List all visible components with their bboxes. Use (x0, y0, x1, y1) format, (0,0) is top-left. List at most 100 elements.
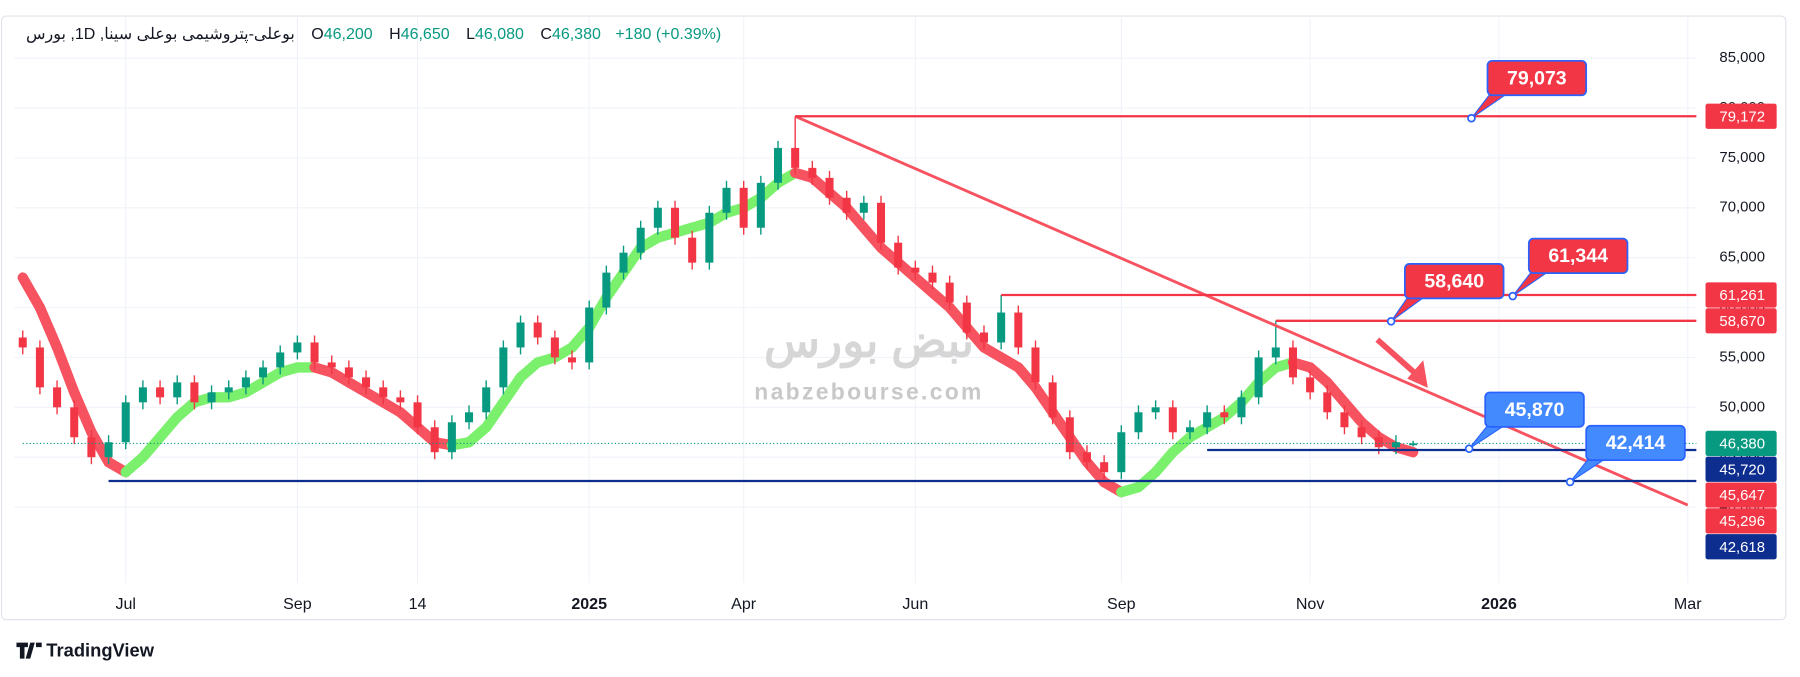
candle-body (1288, 347, 1297, 378)
candle-body (1340, 412, 1349, 428)
candle-body (87, 437, 96, 458)
candle-body (568, 357, 577, 363)
price-label: 61,261 (1719, 288, 1765, 304)
price-label-box (1705, 534, 1777, 560)
candle-body (979, 332, 989, 343)
y-tick-label: 55,000 (1719, 349, 1765, 365)
y-tick-label: 75,000 (1719, 150, 1765, 166)
candle-body (121, 402, 130, 443)
ma-segment (51, 342, 80, 398)
callout-anchor (1464, 444, 1474, 453)
price-label: 46,380 (1719, 437, 1765, 453)
candle-body (791, 147, 800, 168)
candle-body (1254, 357, 1263, 398)
candle-body (1237, 397, 1246, 418)
footer-brand: TradingView (46, 640, 154, 661)
candle-body (396, 397, 405, 403)
candle-body (962, 302, 971, 333)
ohlc-key: C (540, 26, 552, 43)
arrow-head (1407, 360, 1428, 388)
y-tick-label: 65,000 (1719, 250, 1765, 266)
candle-body (756, 182, 765, 228)
ohlc-value: 46,380 (551, 26, 601, 43)
candle-body (1134, 412, 1143, 433)
callout-box (1486, 59, 1588, 97)
price-label-box (1705, 456, 1777, 482)
candle-body (688, 237, 697, 263)
ohlc-key: L (466, 26, 475, 43)
arrow (1375, 337, 1421, 379)
candle-body (653, 207, 662, 228)
candle-body (1409, 443, 1418, 446)
chart-frame (0, 15, 1787, 621)
logo (16, 642, 42, 659)
candle-body (53, 387, 62, 408)
x-tick-label: Jul (115, 595, 136, 613)
ohlc-key: O (311, 26, 324, 43)
candle-body (447, 422, 456, 453)
candle-body (1357, 427, 1366, 438)
x-tick-label: Nov (1296, 595, 1325, 613)
callout-box (1527, 237, 1629, 274)
trendline (794, 114, 1689, 507)
watermark-brand: نبض بورس (764, 314, 974, 368)
callout-anchor (1467, 113, 1476, 123)
candle-body (259, 367, 268, 378)
candle-body (499, 347, 508, 388)
candle-body (705, 212, 714, 263)
candle-body (1323, 392, 1332, 413)
callout-label: 58,640 (1424, 270, 1484, 292)
candle-body (327, 362, 336, 368)
candle-body (138, 387, 147, 403)
candle-body (379, 387, 388, 398)
ma-segment (69, 387, 97, 438)
price-label: 45,647 (1719, 488, 1765, 504)
candle-body (18, 337, 27, 348)
candle-body (207, 392, 216, 403)
candle-body (362, 377, 371, 388)
callout-label: 61,344 (1548, 245, 1608, 267)
x-tick-label: Jun (902, 595, 928, 613)
x-tick-label: Sep (1107, 595, 1136, 613)
ohlc-value: 46,200 (323, 26, 373, 43)
price-label-box (1705, 103, 1777, 129)
candle-body (619, 252, 628, 273)
candle-body (671, 207, 680, 238)
candle-body (190, 382, 199, 403)
x-tick-label: 14 (409, 595, 427, 613)
callout-label: 42,414 (1606, 432, 1666, 454)
candle-body (413, 402, 422, 428)
change: +180 (+0.39%) (615, 26, 722, 43)
price-label-box (1705, 508, 1777, 534)
price-label: 45,296 (1719, 514, 1765, 530)
candle-body (1031, 347, 1040, 383)
candle-body (173, 382, 182, 398)
candle-body (482, 387, 491, 413)
candle-body (344, 367, 353, 378)
price-label: 79,172 (1719, 109, 1765, 125)
candle-body (1271, 347, 1280, 358)
candle-body (533, 322, 542, 338)
candle-body (859, 202, 868, 213)
candle-body (465, 412, 474, 423)
ma-segment (17, 272, 46, 313)
candle-body (293, 342, 302, 353)
candle-body (722, 187, 731, 213)
y-tick-label: 70,000 (1719, 200, 1765, 216)
candle-body (928, 272, 937, 283)
price-label-box (1705, 282, 1777, 308)
ohlc-key: H (389, 26, 401, 43)
candle-body (241, 377, 250, 388)
callout-box (1484, 391, 1585, 428)
callout-anchor (1386, 316, 1396, 326)
x-tick-label: 2026 (1481, 595, 1517, 613)
y-tick-label: 85,000 (1719, 50, 1765, 66)
candle-body (1014, 312, 1023, 348)
candle-body (1185, 427, 1194, 433)
x-tick-label: Apr (731, 595, 757, 613)
callout-anchor (1508, 291, 1518, 301)
candle-body (1374, 437, 1383, 448)
candle-body (997, 312, 1006, 343)
callout-label: 45,870 (1505, 399, 1565, 421)
watermark-site: nabzebourse.com (754, 379, 983, 405)
